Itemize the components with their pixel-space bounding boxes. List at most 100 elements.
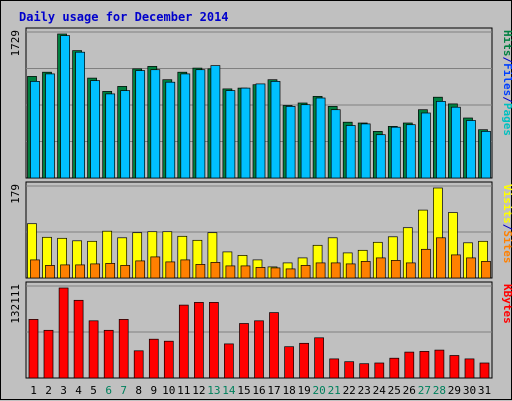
bar-kbytes-day-31: [479, 362, 490, 379]
bar-files-day-23: [360, 123, 371, 179]
bar-files-day-17: [270, 81, 281, 179]
day-label-5: 5: [90, 384, 97, 397]
day-label-26: 26: [403, 384, 416, 397]
bar-kbytes-day-6: [103, 329, 114, 379]
bar-kbytes-day-27: [419, 351, 430, 379]
bar-kbytes-day-14: [224, 343, 234, 379]
bar-sites-day-17: [270, 267, 281, 279]
legend-files: Files: [501, 63, 512, 96]
bar-kbytes-day-11: [178, 304, 189, 379]
bar-files-day-30: [466, 120, 476, 179]
bar-sites-day-2: [45, 265, 55, 279]
day-label-2: 2: [45, 384, 52, 397]
bar-sites-day-14: [225, 265, 236, 279]
bar-sites-day-23: [360, 261, 371, 279]
bar-kbytes-day-18: [284, 346, 294, 379]
day-label-4: 4: [75, 384, 82, 397]
legend-slash: /: [501, 224, 512, 231]
bar-kbytes-day-24: [374, 362, 385, 379]
chart-title: Daily usage for December 2014: [19, 10, 229, 24]
bar-sites-day-4: [75, 264, 85, 279]
panel-2-legend: Visits/Sites: [501, 184, 512, 264]
bar-sites-day-11: [180, 259, 191, 279]
bar-sites-day-27: [421, 248, 431, 279]
bar-files-day-2: [45, 73, 55, 179]
bar-sites-day-29: [451, 254, 461, 279]
bar-sites-day-20: [315, 262, 326, 279]
bar-files-day-31: [481, 131, 491, 179]
day-label-9: 9: [150, 384, 157, 397]
bar-kbytes-day-15: [239, 323, 249, 379]
bar-files-day-11: [180, 73, 191, 179]
bar-sites-day-25: [390, 260, 401, 279]
bar-kbytes-day-5: [88, 320, 99, 379]
day-label-3: 3: [60, 384, 67, 397]
panel-1-legend: Hits/Files/Pages: [501, 30, 512, 136]
bar-sites-day-3: [60, 264, 70, 279]
legend-pages: Pages: [501, 103, 512, 136]
bar-files-day-22: [345, 125, 356, 179]
bar-kbytes-day-25: [389, 357, 400, 379]
day-label-1: 1: [30, 384, 37, 397]
bar-kbytes-day-9: [148, 338, 159, 379]
bar-files-day-26: [405, 124, 416, 179]
bar-sites-day-30: [466, 257, 476, 279]
day-label-25: 25: [388, 384, 401, 397]
day-label-10: 10: [162, 384, 175, 397]
bar-sites-day-15: [240, 265, 251, 279]
legend-kbytes: KBytes: [501, 284, 512, 324]
bar-kbytes-day-17: [269, 312, 279, 379]
bar-kbytes-day-21: [329, 358, 340, 379]
bar-sites-day-6: [105, 263, 116, 279]
bar-kbytes-day-22: [344, 361, 355, 379]
bar-files-day-9: [150, 69, 161, 179]
day-label-17: 17: [267, 384, 280, 397]
day-label-22: 22: [343, 384, 356, 397]
bar-files-day-10: [165, 81, 176, 179]
bar-kbytes-day-19: [299, 342, 309, 379]
day-label-15: 15: [237, 384, 250, 397]
panel-1-max-label: 1729: [9, 30, 22, 57]
bar-kbytes-day-3: [58, 287, 69, 379]
bar-sites-day-21: [330, 262, 341, 279]
day-label-13: 13: [207, 384, 220, 397]
bar-files-day-28: [436, 101, 446, 179]
legend-hits: Hits: [501, 30, 512, 57]
bar-kbytes-day-12: [194, 302, 204, 379]
bar-files-day-19: [300, 104, 311, 179]
bar-sites-day-18: [285, 268, 296, 279]
legend-slash: /: [501, 57, 512, 64]
bar-kbytes-day-23: [359, 363, 370, 379]
bar-sites-day-19: [300, 265, 311, 279]
bar-kbytes-day-1: [28, 319, 39, 379]
bar-files-day-1: [30, 81, 40, 179]
bar-sites-day-9: [150, 256, 161, 279]
day-label-18: 18: [282, 384, 295, 397]
panel-3-legend: KBytes: [501, 284, 512, 324]
bar-files-day-27: [421, 112, 431, 179]
bar-kbytes-day-30: [464, 358, 475, 379]
bar-files-day-3: [60, 35, 70, 179]
bar-kbytes-day-2: [43, 329, 54, 379]
bar-kbytes-day-26: [404, 351, 415, 379]
bar-sites-day-24: [375, 257, 386, 279]
bar-files-day-16: [255, 83, 266, 179]
bar-files-day-25: [390, 126, 401, 179]
panel-2-max-label: 179: [9, 184, 22, 204]
day-label-16: 16: [252, 384, 265, 397]
day-label-30: 30: [463, 384, 476, 397]
bar-kbytes-day-10: [163, 340, 174, 379]
day-label-21: 21: [328, 384, 341, 397]
bar-kbytes-day-8: [133, 350, 144, 379]
bar-sites-day-1: [30, 259, 40, 279]
day-label-14: 14: [222, 384, 236, 397]
bar-sites-day-5: [90, 263, 100, 279]
bar-files-day-20: [315, 97, 326, 179]
day-label-23: 23: [358, 384, 371, 397]
day-label-29: 29: [448, 384, 461, 397]
bar-files-day-5: [90, 80, 100, 179]
bar-sites-day-26: [405, 262, 416, 279]
bar-kbytes-day-29: [449, 355, 460, 379]
